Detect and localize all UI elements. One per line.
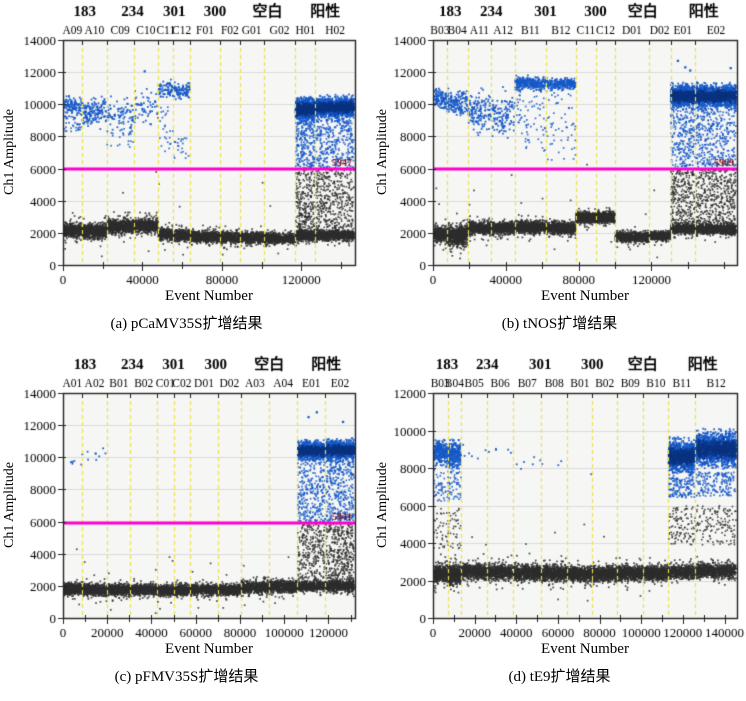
- x-axis-label-c: Event Number: [165, 641, 253, 657]
- panel-caption-b: (b) tNOS扩增结果: [501, 316, 618, 332]
- scatter-plot-c: [0, 353, 373, 641]
- y-axis-label-b: Ch1 Amplitude: [375, 109, 390, 196]
- y-axis-label-d: Ch1 Amplitude: [375, 462, 390, 549]
- x-axis-label-a: Event Number: [165, 288, 253, 304]
- scatter-plot-a: [0, 0, 373, 288]
- scatter-plot-d: [373, 353, 746, 641]
- y-axis-label-a: Ch1 Amplitude: [2, 109, 17, 196]
- x-axis-label-d: Event Number: [541, 641, 629, 657]
- panel-caption-d: (d) tE9扩增结果: [508, 669, 611, 685]
- panel-b-tnos: Ch1 Amplitude Event Number (b) tNOS扩增结果: [373, 0, 746, 348]
- y-axis-label-c: Ch1 Amplitude: [2, 462, 17, 549]
- panel-c-pfmv35s: Ch1 Amplitude Event Number (c) pFMV35S扩增…: [0, 353, 373, 701]
- x-axis-label-b: Event Number: [541, 288, 629, 304]
- panel-d-te9: Ch1 Amplitude Event Number (d) tE9扩增结果: [373, 353, 746, 701]
- panel-a-pcamv35s: Ch1 Amplitude Event Number (a) pCaMV35S扩…: [0, 0, 373, 348]
- scatter-plot-b: [373, 0, 746, 288]
- panel-caption-c: (c) pFMV35S扩增结果: [114, 669, 259, 685]
- panel-caption-a: (a) pCaMV35S扩增结果: [110, 316, 263, 332]
